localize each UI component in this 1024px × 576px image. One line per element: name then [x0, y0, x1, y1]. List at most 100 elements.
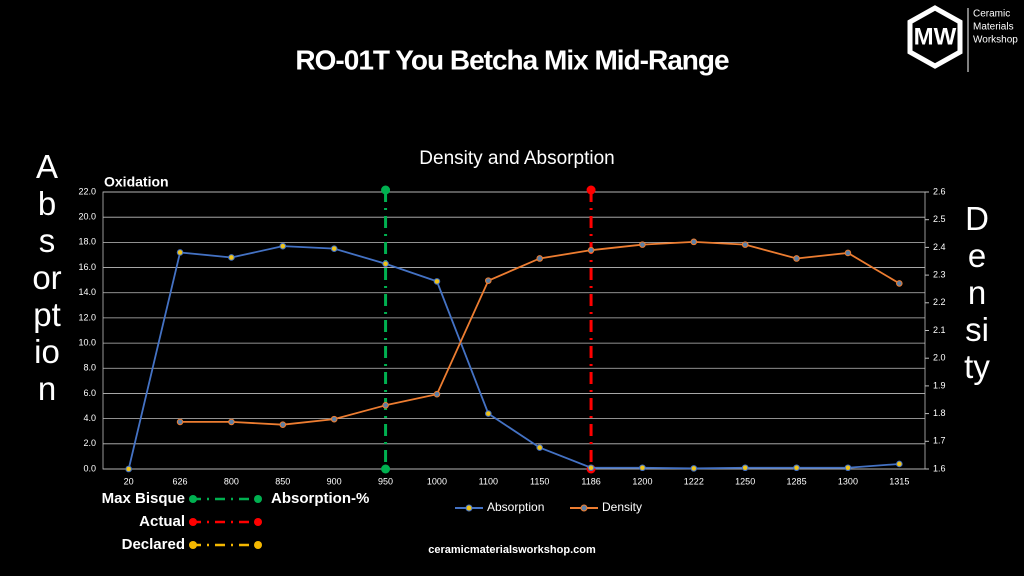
- marker-legend-dot: [189, 495, 197, 503]
- logo-text: Workshop: [973, 35, 1018, 46]
- slide-title: RO-01T You Betcha Mix Mid-Range: [295, 44, 729, 75]
- data-point: [485, 277, 492, 284]
- y2-tick-label: 2.2: [933, 297, 946, 307]
- data-point: [279, 421, 287, 428]
- x-tick-label: 900: [327, 476, 342, 486]
- marker-end: [381, 464, 391, 474]
- data-point: [228, 254, 235, 261]
- y-tick-label: 10.0: [78, 337, 96, 347]
- data-point: [741, 241, 749, 248]
- data-point: [587, 464, 595, 472]
- x-tick-label: 950: [378, 476, 393, 486]
- y2-tick-label: 2.1: [933, 325, 946, 335]
- data-point: [844, 249, 852, 257]
- marker-end: [381, 185, 391, 195]
- y-tick-label: 2.0: [83, 438, 96, 448]
- chart-title: Density and Absorption: [419, 148, 614, 169]
- y2-tick-label: 2.0: [933, 353, 946, 363]
- legend-label: Density: [602, 500, 642, 514]
- y2-tick-label: 1.8: [933, 408, 946, 418]
- logo-text: Materials: [973, 22, 1014, 33]
- logo-text: Ceramic: [973, 9, 1010, 20]
- x-tick-label: 1222: [684, 476, 704, 486]
- y-tick-label: 12.0: [78, 312, 96, 322]
- data-point: [228, 418, 235, 426]
- y-tick-label: 0.0: [83, 463, 96, 473]
- series-line: [127, 245, 900, 470]
- y2-tick-label: 2.3: [933, 269, 946, 279]
- x-tick-label: 1285: [787, 476, 807, 486]
- y2-tick-label: 1.9: [933, 380, 946, 390]
- data-point: [125, 465, 132, 473]
- y-tick-label: 8.0: [83, 363, 96, 373]
- data-point: [639, 241, 646, 248]
- x-tick-label: 1150: [530, 476, 549, 486]
- data-point: [690, 238, 698, 246]
- x-tick-label: 800: [224, 476, 239, 486]
- data-point: [279, 242, 287, 250]
- data-point: [639, 464, 646, 472]
- y2-tick-label: 2.5: [933, 214, 946, 224]
- x-tick-label: 1186: [581, 476, 600, 486]
- data-point: [382, 401, 389, 409]
- data-point: [433, 390, 441, 398]
- data-point: [844, 464, 852, 472]
- y-tick-label: 22.0: [78, 186, 96, 196]
- y2-tick-label: 1.6: [933, 463, 946, 473]
- logo-mark: MW: [914, 23, 957, 50]
- y-tick-label: 16.0: [78, 262, 96, 272]
- y-tick-label: 18.0: [78, 237, 96, 247]
- marker-note: Absorption-%: [271, 490, 369, 507]
- x-tick-label: 1250: [735, 476, 755, 486]
- data-point: [896, 280, 903, 287]
- data-point: [793, 255, 800, 262]
- x-tick-label: 20: [124, 476, 134, 486]
- marker-legend-dot: [254, 495, 262, 503]
- y-tick-label: 14.0: [78, 287, 96, 297]
- data-point: [690, 465, 698, 472]
- data-point: [536, 255, 543, 262]
- data-point: [176, 418, 184, 426]
- y-tick-label: 20.0: [78, 212, 96, 222]
- annotation: Oxidation: [104, 174, 169, 190]
- data-point: [330, 415, 338, 423]
- x-tick-label: 850: [275, 476, 290, 486]
- x-tick-label: 1000: [427, 476, 447, 486]
- marker-legend-label: Max Bisque: [102, 490, 185, 507]
- series-line: [180, 240, 900, 426]
- data-point: [176, 249, 184, 256]
- marker-end: [586, 185, 596, 195]
- y-axis-label: Absorption: [32, 148, 62, 407]
- plot-frame: [102, 191, 926, 470]
- data-point: [536, 444, 543, 451]
- data-point: [793, 464, 800, 472]
- data-point: [485, 410, 492, 417]
- legend-label: Absorption: [487, 500, 544, 514]
- data-point: [382, 260, 389, 268]
- marker-legend-label: Actual: [139, 513, 185, 530]
- y2-tick-label: 2.6: [933, 186, 946, 196]
- y-tick-label: 4.0: [83, 413, 96, 423]
- x-tick-label: 626: [173, 476, 188, 486]
- y2-tick-label: 1.7: [933, 436, 946, 446]
- footer: ceramicmaterialsworkshop.com: [428, 544, 596, 556]
- x-tick-label: 1200: [632, 476, 652, 486]
- x-tick-label: 1300: [838, 476, 858, 486]
- y2-tick-label: 2.4: [933, 242, 946, 252]
- y2-axis-label: Density: [964, 200, 990, 385]
- x-tick-label: 1315: [889, 476, 909, 486]
- legend-swatch: [580, 504, 588, 512]
- data-point: [433, 278, 441, 285]
- data-point: [741, 464, 749, 472]
- data-point: [330, 245, 338, 252]
- x-tick-label: 1100: [479, 476, 498, 486]
- data-point: [896, 460, 903, 468]
- legend-swatch: [465, 504, 473, 512]
- data-point: [587, 246, 595, 254]
- y-tick-label: 6.0: [83, 388, 96, 398]
- marker-legend-dot: [189, 541, 197, 549]
- marker-legend-label: Declared: [122, 536, 185, 553]
- marker-legend-dot: [254, 541, 262, 549]
